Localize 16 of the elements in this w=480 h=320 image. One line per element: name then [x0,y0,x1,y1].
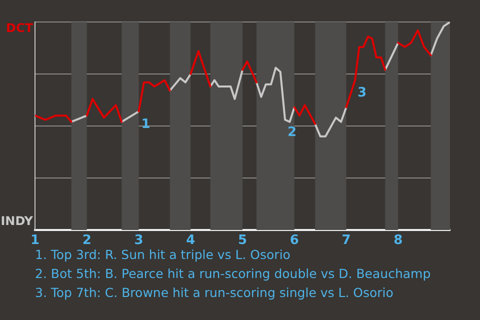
text: INDY [0,214,34,228]
text: DCT [6,21,34,36]
annotation: 2 [288,125,297,140]
x-tick-label: 4 [186,233,196,248]
text: 3. Top 7th: C. Browne hit a run-scoring single vs L. Osorio [35,284,394,302]
x-tick-label: 1 [30,233,40,248]
x-tick-label: 6 [290,233,299,248]
text: 1. Top 3rd: R. Sun hit a triple vs L. Osorio [35,247,290,262]
annotation: 3 [358,86,367,101]
x-tick-label: 3 [134,233,144,248]
x-tick-label: 7 [342,233,351,248]
annotation: 1 [141,116,150,132]
x-tick-label: 8 [394,233,403,248]
x-tick-label: 5 [238,233,248,248]
x-tick-label: 2 [82,233,92,248]
text: 2. Bot 5th: B. Pearce hit a run-scoring double vs D. Beauchamp [35,265,431,283]
